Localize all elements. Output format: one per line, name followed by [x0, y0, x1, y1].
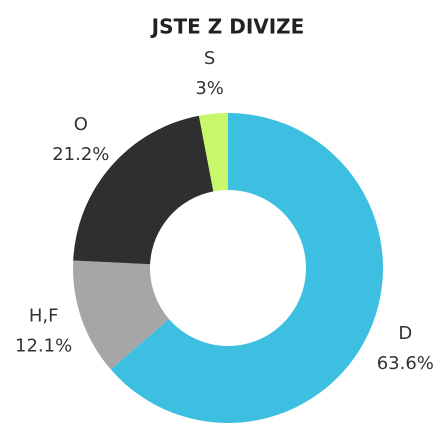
- donut-segment: [198, 113, 228, 192]
- value-label: 3%: [195, 78, 224, 99]
- category-label: S: [204, 48, 215, 69]
- category-label: D: [398, 323, 412, 344]
- chart-title: JSTE Z DIVIZE: [150, 15, 305, 39]
- category-label: O: [74, 114, 88, 135]
- value-label: 63.6%: [377, 353, 434, 374]
- value-label: 21.2%: [52, 144, 109, 165]
- category-label: H,F: [29, 306, 59, 327]
- donut-segment: [110, 113, 383, 423]
- value-label: 12.1%: [15, 336, 72, 357]
- donut-segment: [73, 115, 214, 265]
- donut-segment: [73, 260, 169, 370]
